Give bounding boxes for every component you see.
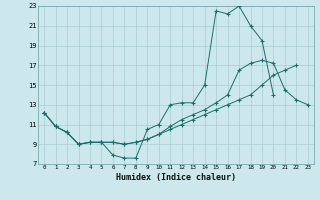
X-axis label: Humidex (Indice chaleur): Humidex (Indice chaleur)	[116, 173, 236, 182]
